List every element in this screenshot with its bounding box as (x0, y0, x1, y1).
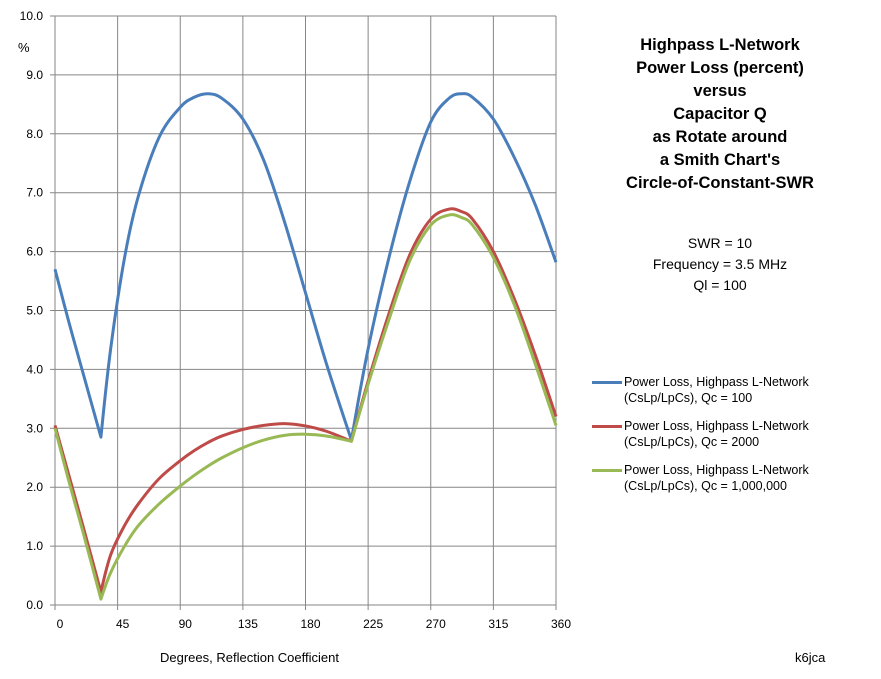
y-tick-label: 8.0 (26, 127, 43, 141)
x-axis-label: Degrees, Reflection Coefficient (160, 650, 339, 665)
series-line-0 (53, 92, 558, 442)
legend-swatch-blue (592, 381, 622, 384)
y-tick-label: 10.0 (20, 9, 44, 23)
param-swr: SWR = 10 (687, 235, 753, 251)
y-tick-label: 3.0 (26, 421, 43, 435)
series-line-1 (53, 207, 558, 594)
title-line: Highpass L-Network (640, 36, 800, 54)
x-tick-label: 180 (300, 617, 320, 631)
data-series (53, 92, 558, 601)
title-line: Capacitor Q (673, 105, 767, 123)
x-tick-label: 360 (551, 617, 571, 631)
series-line-2 (53, 213, 558, 601)
axes: 0.0 1.0 2.0 3.0 4.0 5.0 6.0 7.0 8.0 9.0 10.0 0 45 90 1… (20, 9, 572, 631)
y-axis-label: % (18, 40, 30, 55)
param-frequency: Frequency = 3.5 MHz (652, 256, 788, 272)
x-tick-label: 135 (238, 617, 258, 631)
chart-legend: Power Loss, Highpass L-Network (CsLp/LpC… (592, 374, 881, 506)
legend-item-qc1e6: Power Loss, Highpass L-Network (CsLp/LpC… (592, 462, 881, 494)
y-tick-label: 5.0 (26, 304, 43, 318)
x-tick-label: 225 (363, 617, 383, 631)
legend-swatch-green (592, 469, 622, 472)
y-tick-label: 6.0 (26, 245, 43, 259)
author-credit: k6jca (795, 650, 826, 665)
y-tick-label: 4.0 (26, 362, 43, 376)
chart-parameters: SWR = 10 Frequency = 3.5 MHz Ql = 100 (590, 233, 850, 296)
title-line: Power Loss (percent) (636, 59, 804, 77)
y-tick-label: 0.0 (26, 598, 43, 612)
x-tick-label: 90 (179, 617, 193, 631)
x-tick-label: 0 (57, 617, 64, 631)
x-tick-label: 45 (116, 617, 130, 631)
grid-lines (50, 15, 557, 610)
legend-swatch-red (592, 425, 622, 428)
y-tick-label: 7.0 (26, 186, 43, 200)
y-tick-label: 9.0 (26, 68, 43, 82)
legend-item-qc100: Power Loss, Highpass L-Network (CsLp/LpC… (592, 374, 881, 406)
title-line: Circle-of-Constant-SWR (626, 174, 814, 192)
title-line: a Smith Chart's (659, 151, 781, 169)
y-tick-label: 2.0 (26, 480, 43, 494)
title-line: as Rotate around (652, 128, 788, 146)
x-tick-label: 315 (488, 617, 508, 631)
title-line: versus (693, 82, 747, 100)
x-tick-label: 270 (426, 617, 446, 631)
chart-title: Highpass L-Network Power Loss (percent) … (590, 34, 850, 195)
param-ql: Ql = 100 (693, 277, 747, 293)
y-tick-label: 1.0 (26, 539, 43, 553)
legend-item-qc2000: Power Loss, Highpass L-Network (CsLp/LpC… (592, 418, 881, 450)
